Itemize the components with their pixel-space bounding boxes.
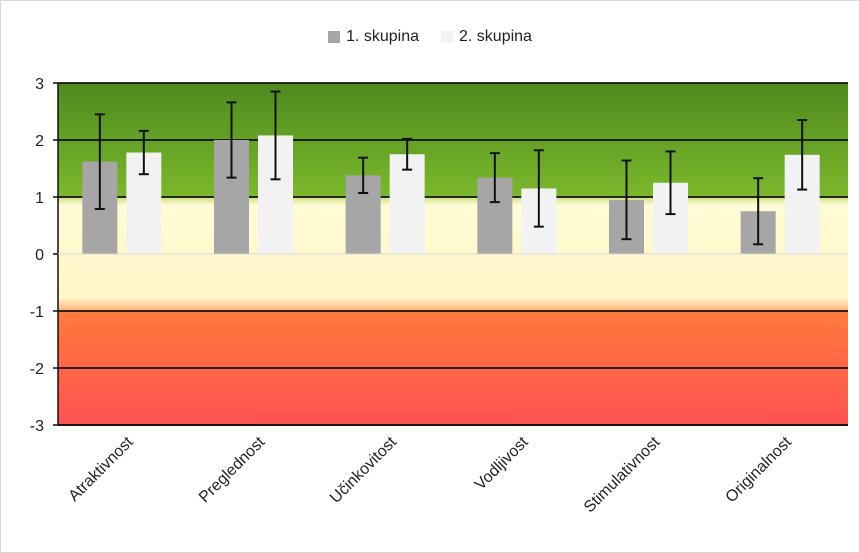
legend-label-series-1: 1. skupina	[346, 28, 419, 45]
y-tick-label: 2	[35, 133, 44, 150]
legend-item-series-1: 1. skupina	[328, 28, 419, 46]
x-tick-label: Vodljivost	[472, 433, 532, 493]
legend-label-series-2: 2. skupina	[459, 28, 532, 45]
y-tick-label: 1	[35, 190, 44, 207]
bar	[389, 154, 425, 254]
legend-item-series-2: 2. skupina	[441, 28, 532, 46]
y-tick-label: -1	[30, 304, 44, 321]
x-tick-label: Atraktivnost	[66, 433, 138, 505]
legend-swatch-series-1	[328, 31, 341, 43]
x-tick-label: Učinkovitost	[327, 433, 400, 506]
y-tick-label: 3	[35, 76, 44, 93]
x-tick-label: Preglednost	[196, 433, 269, 506]
y-tick-label: 0	[35, 247, 44, 264]
y-tick-label: -3	[30, 418, 44, 435]
legend-swatch-series-2	[441, 31, 453, 43]
legend: 1. skupina 2. skupina	[0, 28, 860, 46]
x-tick-label: Originalnost	[723, 433, 796, 506]
y-tick-label: -2	[30, 361, 44, 378]
x-tick-label: Stimulativnost	[581, 433, 664, 516]
